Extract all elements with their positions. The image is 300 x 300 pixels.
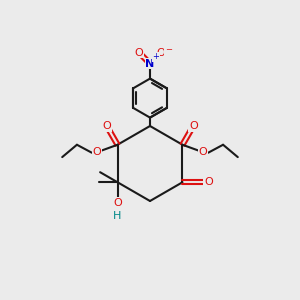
Text: O: O (93, 147, 102, 157)
Text: O: O (157, 48, 165, 58)
Text: −: − (165, 45, 172, 54)
Text: +: + (153, 52, 159, 62)
Text: O: O (113, 198, 122, 208)
Text: O: O (189, 121, 198, 131)
Text: O: O (204, 177, 213, 187)
Text: H: H (113, 212, 122, 221)
Text: O: O (135, 48, 143, 58)
Text: O: O (102, 121, 111, 131)
Text: N: N (146, 58, 154, 69)
Text: O: O (198, 147, 207, 157)
